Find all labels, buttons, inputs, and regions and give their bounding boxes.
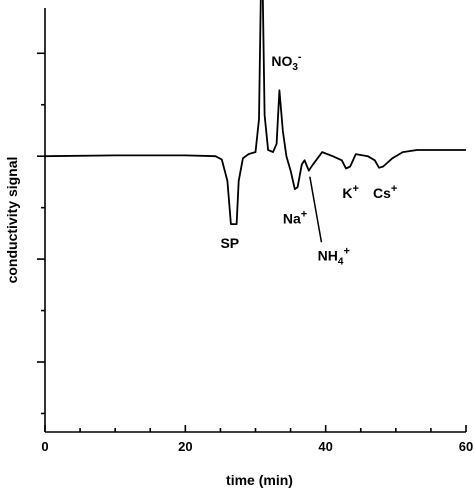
x-tick-label: 40 (318, 439, 332, 454)
peak-label-no3: NO3- (271, 51, 302, 73)
x-axis-label: time (min) (226, 472, 293, 488)
conductivity-trace (44, 0, 466, 225)
y-axis-label: conductivity signal (4, 157, 20, 284)
peak-label-sp: SP (220, 235, 239, 251)
x-tick-label: 60 (459, 439, 473, 454)
x-tick-label: 0 (41, 439, 48, 454)
peak-label-nh4: NH4+ (318, 245, 350, 267)
peak-label-cs: Cs+ (373, 183, 397, 201)
axes (44, 8, 466, 433)
peak-label-k: K+ (342, 183, 359, 201)
peak-labels: SPCl-NO3-Na+NH4+K+Cs+ (220, 51, 397, 267)
nh4-leader-line (309, 176, 323, 243)
ticks: 0 20 40 60 (37, 52, 473, 454)
x-tick-label: 20 (178, 439, 192, 454)
peak-label-na: Na+ (283, 208, 307, 226)
